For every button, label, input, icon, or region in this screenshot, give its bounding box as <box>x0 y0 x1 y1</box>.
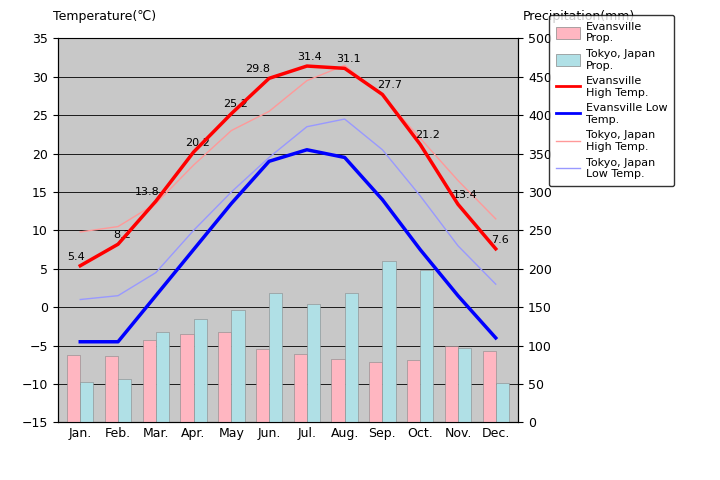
Bar <box>345 293 358 422</box>
Bar <box>445 346 458 422</box>
Bar <box>420 270 433 422</box>
Bar <box>218 332 231 422</box>
Bar <box>118 379 131 422</box>
Bar <box>156 332 169 422</box>
Bar <box>67 355 80 422</box>
Bar <box>307 304 320 422</box>
Bar <box>80 383 94 422</box>
Text: 25.2: 25.2 <box>223 99 248 109</box>
Text: 7.6: 7.6 <box>491 235 509 245</box>
Text: 21.2: 21.2 <box>415 130 440 140</box>
Text: 8.2: 8.2 <box>113 230 131 240</box>
Text: 31.4: 31.4 <box>297 52 322 62</box>
Bar <box>407 360 420 422</box>
Text: 27.7: 27.7 <box>377 80 402 90</box>
Legend: Evansville
Prop., Tokyo, Japan
Prop., Evansville
High Temp., Evansville Low
Temp: Evansville Prop., Tokyo, Japan Prop., Ev… <box>549 15 674 186</box>
Text: 31.1: 31.1 <box>336 54 361 64</box>
Text: 20.2: 20.2 <box>185 138 210 148</box>
Bar <box>269 293 282 422</box>
Text: 13.4: 13.4 <box>453 190 477 200</box>
Text: 5.4: 5.4 <box>67 252 85 262</box>
Text: 13.8: 13.8 <box>135 187 160 197</box>
Bar <box>143 340 156 422</box>
Bar <box>382 261 396 422</box>
Bar <box>331 360 345 422</box>
Bar <box>369 362 382 422</box>
Text: 29.8: 29.8 <box>246 64 271 74</box>
Bar <box>496 383 509 422</box>
Text: Precipitation(mm): Precipitation(mm) <box>523 10 635 23</box>
Bar <box>458 348 471 422</box>
Bar <box>105 356 118 422</box>
Bar <box>256 348 269 422</box>
Bar <box>194 319 207 422</box>
Bar <box>180 334 194 422</box>
Bar <box>231 310 245 422</box>
Text: Temperature(℃): Temperature(℃) <box>53 10 156 23</box>
Bar <box>294 354 307 422</box>
Bar <box>482 351 496 422</box>
